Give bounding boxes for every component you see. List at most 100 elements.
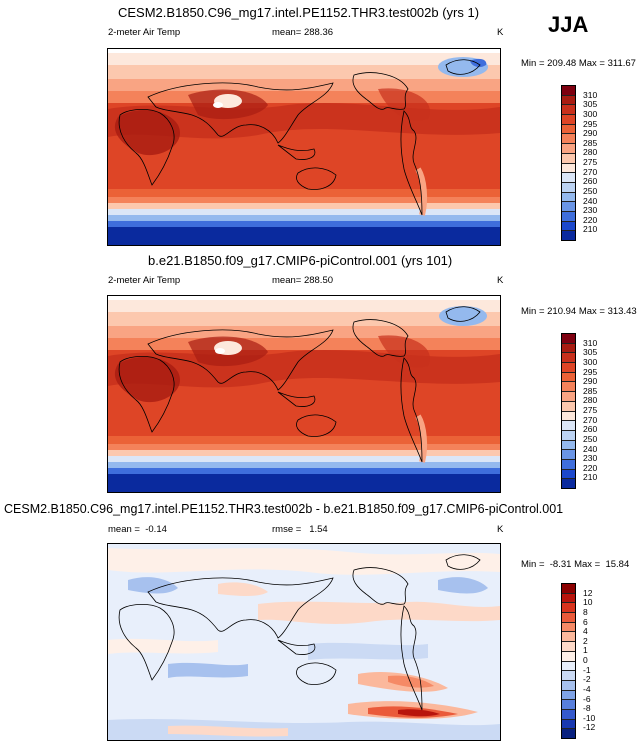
colorbar-swatch — [562, 458, 575, 469]
panel-3-colorbar — [561, 583, 576, 739]
colorbar-swatch — [562, 334, 575, 343]
colorbar-tick-label: 240 — [583, 443, 598, 454]
colorbar-swatch — [562, 584, 575, 593]
colorbar-swatch — [562, 420, 575, 430]
colorbar-tick-label: 0 — [583, 655, 588, 665]
difference-map — [108, 544, 500, 740]
colorbar-tick-label: 250 — [583, 433, 598, 444]
colorbar-swatch — [562, 449, 575, 459]
colorbar-swatch — [562, 220, 575, 231]
colorbar-swatch — [562, 728, 575, 738]
colorbar-swatch — [562, 400, 575, 411]
colorbar-swatch — [562, 191, 575, 202]
colorbar-swatch — [562, 230, 575, 240]
colorbar-swatch — [562, 162, 575, 173]
colorbar-tick-label: 4 — [583, 626, 588, 637]
colorbar-swatch — [562, 114, 575, 124]
colorbar-swatch — [562, 371, 575, 382]
panel-3-title: CESM2.B1850.C96_mg17.intel.PE1152.THR3.t… — [4, 502, 564, 516]
colorbar-tick-label: 2 — [583, 635, 588, 646]
colorbar-swatch — [562, 650, 575, 661]
panel-3-units-label: K — [497, 524, 504, 535]
colorbar-swatch — [562, 429, 575, 440]
colorbar-swatch — [562, 410, 575, 421]
colorbar-swatch — [562, 201, 575, 211]
panel-3-rmse-label: rmse = 1.54 — [272, 524, 328, 535]
colorbar-tick-label: -8 — [583, 703, 591, 714]
colorbar-tick-label: -6 — [583, 693, 591, 704]
colorbar-swatch — [562, 718, 575, 729]
colorbar-tick-label: 295 — [583, 118, 598, 129]
colorbar-tick-label: -12 — [583, 722, 596, 733]
colorbar-swatch — [562, 689, 575, 700]
colorbar-swatch — [562, 352, 575, 363]
temperature-map-1 — [108, 49, 500, 245]
colorbar-tick-label: 12 — [583, 587, 593, 598]
colorbar-swatch — [562, 123, 575, 134]
panel-2-mean-label: mean= 288.50 — [272, 275, 334, 286]
colorbar-tick-label: 220 — [583, 462, 598, 473]
colorbar-tick-label: 285 — [583, 385, 598, 396]
colorbar-tick-label: 6 — [583, 616, 588, 627]
colorbar-swatch — [562, 391, 575, 401]
panel-1-map — [107, 48, 501, 246]
colorbar-swatch — [562, 708, 575, 719]
colorbar-swatch — [562, 468, 575, 479]
colorbar-swatch — [562, 621, 575, 632]
panel-1-minmax: Min = 209.48 Max = 311.67 — [521, 58, 636, 69]
season-label: JJA — [548, 12, 589, 37]
panel-2-colorbar — [561, 333, 576, 489]
colorbar-tick-label: 305 — [583, 99, 598, 110]
colorbar-tick-label: 280 — [583, 147, 598, 158]
colorbar-tick-label: 260 — [583, 424, 598, 435]
colorbar-tick-label: 270 — [583, 414, 598, 425]
colorbar-swatch — [562, 342, 575, 353]
panel-3-map — [107, 543, 501, 741]
colorbar-tick-label: 10 — [583, 597, 593, 608]
panel-1-mean-label: mean= 288.36 — [272, 27, 334, 38]
panel-2-variable-label: 2-meter Air Temp — [108, 275, 181, 286]
colorbar-tick-label: 290 — [583, 128, 598, 139]
colorbar-tick-label: 210 — [583, 472, 598, 483]
colorbar-tick-label: 250 — [583, 185, 598, 196]
colorbar-tick-label: 285 — [583, 137, 598, 148]
colorbar-swatch — [562, 631, 575, 642]
colorbar-swatch — [562, 660, 575, 671]
colorbar-swatch — [562, 152, 575, 163]
panel-1-colorbar — [561, 85, 576, 241]
colorbar-tick-label: 300 — [583, 108, 598, 119]
panel-2-map — [107, 295, 501, 493]
colorbar-swatch — [562, 133, 575, 144]
colorbar-tick-label: -2 — [583, 674, 591, 685]
colorbar-swatch — [562, 94, 575, 105]
colorbar-swatch — [562, 362, 575, 372]
temperature-map-2 — [108, 296, 500, 492]
colorbar-swatch — [562, 612, 575, 622]
panel-2-units-label: K — [497, 275, 504, 286]
colorbar-swatch — [562, 381, 575, 392]
panel-1-units-label: K — [497, 27, 504, 38]
colorbar-swatch — [562, 210, 575, 221]
colorbar-tick-label: 290 — [583, 376, 598, 387]
colorbar-tick-label: 275 — [583, 157, 598, 167]
panel-2-title: b.e21.B1850.f09_g17.CMIP6-piControl.001 … — [148, 253, 453, 268]
colorbar-tick-label: 305 — [583, 347, 598, 358]
panel-3-minmax: Min = -8.31 Max = 15.84 — [521, 559, 630, 570]
colorbar-tick-label: 230 — [583, 205, 598, 216]
panel-1-title: CESM2.B1850.C96_mg17.intel.PE1152.THR3.t… — [118, 5, 480, 20]
colorbar-swatch — [562, 143, 575, 153]
colorbar-tick-label: -4 — [583, 683, 591, 694]
colorbar-tick-label: 240 — [583, 195, 598, 206]
colorbar-swatch — [562, 602, 575, 613]
panel-2-minmax: Min = 210.94 Max = 313.43 — [521, 306, 637, 317]
colorbar-tick-label: -1 — [583, 664, 591, 675]
colorbar-swatch — [562, 670, 575, 680]
colorbar-tick-label: 8 — [583, 606, 588, 617]
colorbar-swatch — [562, 181, 575, 192]
colorbar-swatch — [562, 478, 575, 488]
colorbar-tick-label: 310 — [583, 337, 598, 348]
colorbar-tick-label: 220 — [583, 214, 598, 225]
colorbar-tick-label: 280 — [583, 395, 598, 406]
colorbar-swatch — [562, 641, 575, 651]
colorbar-tick-label: 230 — [583, 453, 598, 464]
